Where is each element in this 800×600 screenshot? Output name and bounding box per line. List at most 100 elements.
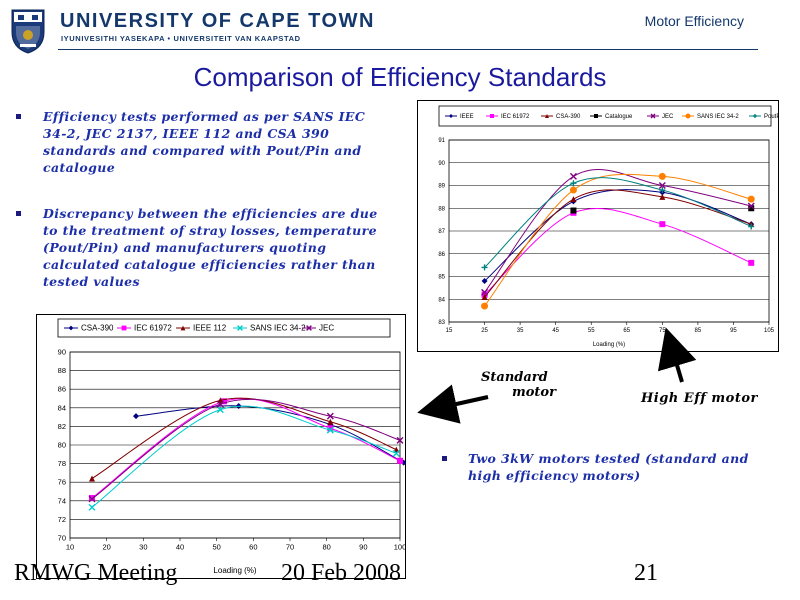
series-line	[91, 398, 401, 500]
data-point	[216, 400, 224, 408]
data-point	[747, 202, 755, 210]
plot-area	[448, 139, 770, 323]
data-point	[481, 264, 488, 271]
x-tick-label: 100	[394, 543, 406, 552]
data-point	[396, 436, 404, 444]
y-tick-label: 83	[438, 320, 445, 326]
data-point	[748, 259, 755, 266]
legend-label: IEEE	[460, 114, 474, 120]
data-point	[216, 406, 224, 414]
data-point	[449, 114, 453, 118]
data-point	[221, 398, 227, 405]
data-point	[306, 325, 312, 331]
series-sans-iec-34-2	[481, 172, 755, 310]
y-tick-label: 85	[438, 275, 445, 281]
footer-date: 20 Feb 2008	[281, 560, 401, 586]
footer-meeting: RMWG Meeting	[14, 560, 178, 586]
x-tick-label: 25	[481, 328, 488, 334]
y-tick-label: 80	[58, 441, 66, 450]
data-point	[748, 223, 755, 230]
footer-slide-number: 21	[634, 560, 658, 586]
y-tick-label: 88	[58, 366, 66, 375]
legend-label: Catalogue	[605, 114, 633, 120]
x-tick-label: 75	[659, 328, 666, 334]
data-point	[400, 459, 406, 466]
x-tick-label: 35	[517, 328, 524, 334]
bullet-text-1: Efficiency tests performed as per SANS I…	[43, 109, 366, 175]
y-tick-label: 84	[58, 403, 66, 412]
bullet-marker	[16, 211, 21, 216]
data-point	[327, 418, 334, 425]
y-tick-label: 86	[438, 252, 445, 258]
legend-label: IEEE 112	[193, 324, 227, 333]
data-point	[570, 180, 577, 187]
uct-crest-logo	[11, 9, 45, 54]
data-point	[659, 221, 666, 228]
data-point	[481, 278, 488, 285]
plot-area	[69, 351, 401, 539]
course-title: Motor Efficiency	[644, 13, 744, 29]
x-tick-label: 90	[359, 543, 367, 552]
data-point	[747, 195, 755, 203]
y-tick-label: 74	[58, 496, 66, 505]
x-tick-label: 95	[730, 328, 737, 334]
standard-motor-chart: CSA-390 IEC 61972 IEEE 112 SANS IEC 34-2 JEC…	[36, 314, 406, 579]
data-point	[748, 205, 755, 212]
data-point	[570, 196, 577, 203]
x-tick-label: 30	[139, 543, 147, 552]
data-point	[658, 182, 666, 189]
data-point	[133, 413, 139, 420]
data-point	[88, 503, 96, 511]
x-axis-label: Loading (%)	[593, 342, 625, 348]
y-tick-label: 91	[438, 138, 445, 144]
series-jec	[88, 398, 404, 503]
series-line	[484, 189, 752, 282]
x-axis-label: Loading (%)	[213, 566, 256, 575]
bullet-text-2: Discrepancy between the efficiencies are…	[43, 206, 378, 289]
y-tick-label: 78	[58, 459, 66, 468]
legend-box	[57, 318, 391, 338]
y-tick-label: 90	[438, 161, 445, 167]
legend-label: SANS IEC 34-2	[250, 324, 306, 333]
arrow-to-standard-chart	[417, 384, 489, 424]
data-point	[659, 193, 666, 200]
data-point	[650, 113, 656, 119]
y-tick-label: 86	[58, 385, 66, 394]
slide-title: Comparison of Efficiency Standards	[193, 62, 607, 92]
data-point	[326, 412, 334, 420]
university-name: UNIVERSITY OF CAPE TOWN	[60, 10, 375, 32]
series-jec	[481, 169, 755, 296]
high-eff-motor-chart: IEEE IEC 61972 CSA-390 Catalogue JEC SANS IEC…	[417, 100, 779, 352]
legend-label: PoutPin	[764, 114, 779, 120]
y-tick-label: 89	[438, 184, 445, 190]
y-tick-label: 72	[58, 515, 66, 524]
y-tick-label: 70	[58, 534, 66, 543]
y-tick-label: 82	[58, 422, 66, 431]
data-point	[237, 325, 243, 331]
x-tick-label: 85	[695, 328, 702, 334]
data-point	[569, 172, 577, 180]
data-point	[88, 495, 96, 503]
series-line	[484, 207, 752, 296]
x-tick-label: 70	[286, 543, 294, 552]
legend-box	[438, 105, 772, 127]
university-subtitle: IYUNIVESITHI YASEKAPA • UNIVERSITEIT VAN…	[61, 34, 301, 43]
bullet-marker	[16, 114, 21, 119]
x-tick-label: 65	[623, 328, 630, 334]
data-point	[121, 325, 127, 331]
series-line	[484, 189, 752, 298]
data-point	[481, 293, 488, 300]
series-line	[91, 405, 397, 508]
data-point	[89, 475, 95, 482]
x-tick-label: 20	[102, 543, 110, 552]
x-tick-label: 45	[552, 328, 559, 334]
data-point	[753, 114, 757, 118]
legend-label: SANS IEC 34-2	[697, 114, 739, 120]
x-tick-label: 105	[764, 328, 775, 334]
chart-legend: CSA-390 IEC 61972 IEEE 112 SANS IEC 34-2 JEC	[57, 318, 391, 338]
data-point	[685, 113, 691, 119]
data-point	[481, 288, 489, 296]
series-line	[484, 173, 752, 307]
data-point	[397, 457, 403, 464]
y-tick-label: 87	[438, 229, 445, 235]
